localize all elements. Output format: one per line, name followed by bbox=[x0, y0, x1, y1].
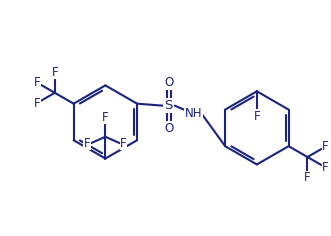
Text: F: F bbox=[51, 66, 58, 79]
Text: F: F bbox=[304, 171, 311, 184]
Text: F: F bbox=[84, 137, 90, 150]
Text: F: F bbox=[322, 140, 329, 153]
Text: S: S bbox=[165, 99, 173, 112]
Text: F: F bbox=[254, 110, 260, 122]
Text: O: O bbox=[164, 122, 173, 135]
Text: F: F bbox=[33, 97, 40, 110]
Text: F: F bbox=[102, 110, 109, 123]
Text: F: F bbox=[120, 137, 127, 150]
Text: O: O bbox=[164, 76, 173, 89]
Text: F: F bbox=[33, 76, 40, 89]
Text: NH: NH bbox=[185, 107, 202, 120]
Text: F: F bbox=[322, 161, 329, 174]
